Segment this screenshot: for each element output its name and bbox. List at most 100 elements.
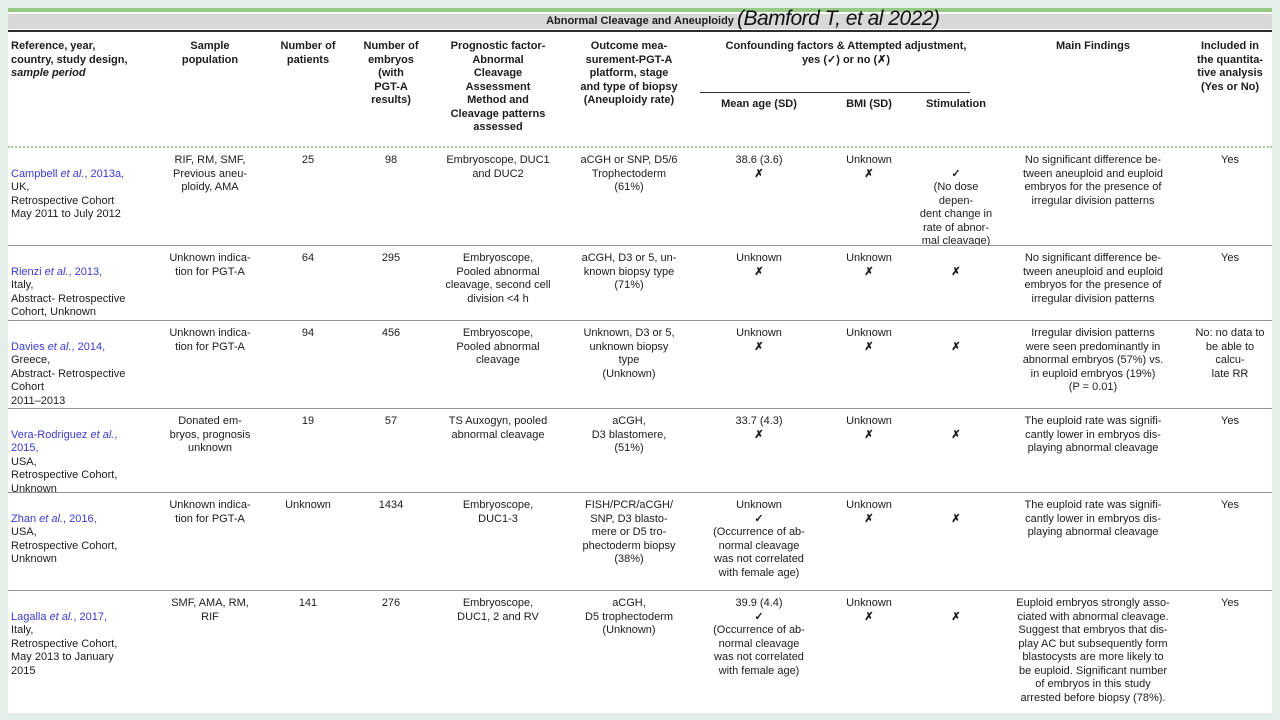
header-number-of-embryos: Number of embryos (with PGT-A results) <box>363 40 419 106</box>
stimulation-mark: ✗ <box>951 428 961 441</box>
reference-author: Vera-Rodriguez <box>11 428 91 441</box>
bmi-value: Unknown <box>846 597 892 609</box>
bmi-cell: Unknown ✗ <box>824 597 914 713</box>
table-row: Lagalla et al., 2017, Italy, Retrospecti… <box>8 590 1272 713</box>
top-accent-bar <box>8 8 1272 12</box>
bmi-cell: Unknown ✗ <box>824 154 914 245</box>
mean-age-value: 39.9 (4.4) <box>735 597 783 609</box>
main-findings-cell: Euploid embryos strongly asso- ciated wi… <box>1016 597 1170 704</box>
table-title-strip: Abnormal Cleavage and Aneuploidy (Bamfor… <box>8 8 1272 30</box>
header-prognostic-factor: Prognostic factor- Abnormal Cleavage Ass… <box>450 40 546 133</box>
patients-cell: 19 <box>301 415 315 427</box>
reference-details: Greece, Abstract- Retrospective Cohort 2… <box>11 354 126 407</box>
stimulation-cell: ✗ <box>914 327 998 408</box>
bmi-mark: ✗ <box>864 265 874 278</box>
reference-cell: Vera-Rodriguez et al., 2015, USA, Retros… <box>8 415 154 493</box>
header-reference-text: Reference, year, country, study design, <box>11 40 128 66</box>
patients-cell: Unknown <box>285 499 331 511</box>
header-outcome-measurement: Outcome mea- surement-PGT-A platform, st… <box>580 40 678 106</box>
header-number-of-patients: Number of patients <box>280 40 336 66</box>
mean-age-cell: 38.6 (3.6) ✗ <box>694 154 824 245</box>
reference-details: USA, Retrospective Cohort, Unknown <box>11 455 118 493</box>
mean-age-mark: ✗ <box>754 265 764 278</box>
table-row: Campbell et al., 2013a, UK, Retrospectiv… <box>8 148 1272 245</box>
stimulation-cell: ✗ <box>914 415 998 492</box>
outcome-cell: aCGH, D5 trophectoderm (Unknown) <box>584 597 674 636</box>
sample-population-cell: Unknown indica- tion for PGT-A <box>169 252 251 278</box>
reference-etal: et al. <box>44 265 69 278</box>
outcome-cell: aCGH, D3 blastomere, (51%) <box>591 415 667 454</box>
patients-cell: 64 <box>301 252 315 264</box>
reference-cell: Lagalla et al., 2017, Italy, Retrospecti… <box>8 597 154 713</box>
stimulation-cell: ✓ (No dose depen- dent change in rate of … <box>914 154 998 246</box>
mean-age-mark: ✗ <box>754 428 764 441</box>
reference-etal: et al. <box>47 340 72 353</box>
bmi-cell: Unknown ✗ <box>824 252 914 320</box>
mean-age-value: Unknown <box>736 499 782 511</box>
mean-age-mark: ✗ <box>754 167 764 180</box>
patients-cell: 25 <box>301 154 315 166</box>
header-included: Included in the quantita- tive analysis … <box>1197 40 1263 93</box>
main-findings-cell: The euploid rate was signifi- cantly low… <box>1024 415 1162 454</box>
sample-population-cell: Donated em- bryos, prognosis unknown <box>169 415 251 454</box>
divider <box>8 12 1272 14</box>
table-row: Vera-Rodriguez et al., 2015, USA, Retros… <box>8 408 1272 492</box>
bmi-cell: Unknown ✗ <box>824 499 914 590</box>
header-mean-age: Mean age (SD) <box>721 98 797 110</box>
stimulation-mark: ✗ <box>951 340 961 353</box>
sample-population-cell: Unknown indica- tion for PGT-A <box>169 327 251 353</box>
reference-etal: et al. <box>90 428 115 441</box>
stimulation-value <box>917 597 995 611</box>
reference-link[interactable]: Rienzi et al., 2013, <box>11 266 102 278</box>
reference-author: Davies <box>11 340 48 353</box>
reference-cell: Davies et al., 2014, Greece, Abstract- R… <box>8 327 154 408</box>
reference-year: , 2013a, <box>84 167 125 180</box>
main-findings-cell: No significant difference be- tween aneu… <box>1022 252 1164 305</box>
reference-year: , 2016, <box>63 512 97 525</box>
reference-link[interactable]: Davies et al., 2014, <box>11 341 105 353</box>
mean-age-mark: ✓ <box>754 512 764 525</box>
stimulation-mark: ✓ <box>951 167 961 180</box>
stimulation-value <box>917 415 995 429</box>
embryos-cell: 57 <box>384 415 398 427</box>
citation-annotation: (Bamford T, et al 2022) <box>737 8 940 30</box>
reference-details: Italy, Retrospective Cohort, May 2013 to… <box>11 624 118 677</box>
outcome-cell: FISH/PCR/aCGH/ SNP, D3 blasto- mere or D… <box>582 499 676 565</box>
embryos-cell: 456 <box>381 327 401 339</box>
mean-age-cell: Unknown ✗ <box>694 327 824 408</box>
included-cell: Yes <box>1221 252 1239 264</box>
mean-age-value: Unknown <box>736 252 782 264</box>
embryos-cell: 1434 <box>378 499 404 511</box>
bmi-cell: Unknown ✗ <box>824 415 914 492</box>
table-row: Davies et al., 2014, Greece, Abstract- R… <box>8 320 1272 408</box>
mean-age-mark: ✗ <box>754 340 764 353</box>
bmi-value: Unknown <box>846 154 892 166</box>
reference-link[interactable]: Campbell et al., 2013a, <box>11 168 124 180</box>
mean-age-note: (Occurrence of ab- normal cleavage was n… <box>713 526 805 579</box>
mean-age-cell: 39.9 (4.4) ✓ (Occurrence of ab- normal cle… <box>694 597 824 713</box>
included-cell: No: no data to be able to calcu- late RR <box>1195 327 1265 380</box>
reference-link[interactable]: Vera-Rodriguez et al., 2015, <box>11 429 117 455</box>
prognostic-factor-cell: Embryoscope, Pooled abnormal cleavage <box>456 327 540 366</box>
stimulation-cell: ✗ <box>914 597 998 713</box>
mean-age-note: (Occurrence of ab- normal cleavage was n… <box>713 624 805 677</box>
mean-age-cell: Unknown ✗ <box>694 252 824 320</box>
header-sample-period: sample period <box>11 67 86 79</box>
included-cell: Yes <box>1221 499 1239 511</box>
header-bmi: BMI (SD) <box>846 98 892 110</box>
prognostic-factor-cell: Embryoscope, Pooled abnormal cleavage, s… <box>445 252 551 305</box>
reference-link[interactable]: Zhan et al., 2016, <box>11 513 97 525</box>
main-findings-cell: The euploid rate was signifi- cantly low… <box>1024 499 1162 538</box>
bmi-mark: ✗ <box>864 167 874 180</box>
stimulation-mark: ✗ <box>951 512 961 525</box>
reference-link[interactable]: Lagalla et al., 2017, <box>11 611 107 623</box>
bmi-mark: ✗ <box>864 610 874 623</box>
reference-details: Italy, Abstract- Retrospective Cohort, U… <box>11 279 126 318</box>
included-cell: Yes <box>1221 597 1239 609</box>
bmi-value: Unknown <box>846 415 892 427</box>
reference-year: , 2017, <box>73 610 108 623</box>
outcome-cell: aCGH, D3 or 5, un- known biopsy type (71… <box>581 252 677 291</box>
outcome-cell: aCGH or SNP, D5/6 Trophectoderm (61%) <box>580 154 678 193</box>
stimulation-value <box>917 154 995 168</box>
